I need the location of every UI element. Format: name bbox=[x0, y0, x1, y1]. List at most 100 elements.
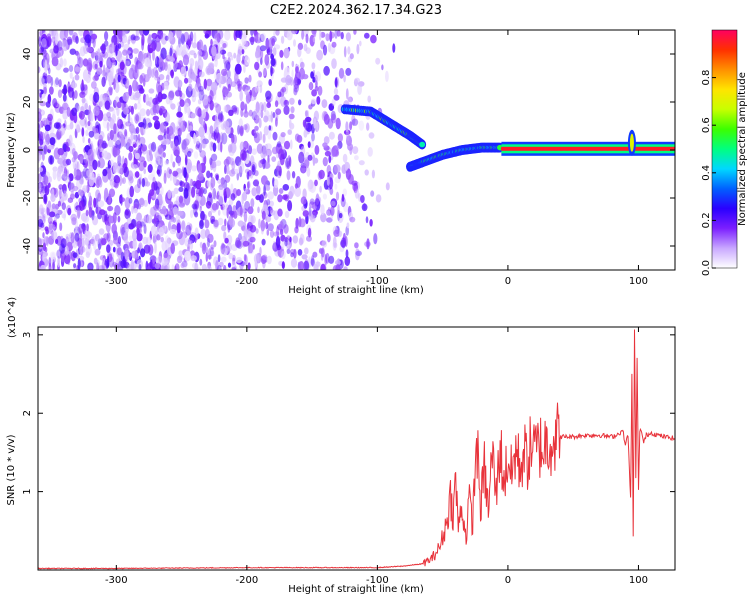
spectrogram-noise-cell bbox=[106, 90, 111, 97]
spectrogram-noise-cell bbox=[283, 105, 290, 115]
spectrogram-noise-cell bbox=[352, 146, 359, 155]
spectrogram-noise-cell bbox=[137, 247, 141, 254]
spectrogram-noise-cell bbox=[277, 194, 283, 203]
steady-line-peak bbox=[540, 147, 544, 151]
spectrogram-noise-cell bbox=[227, 262, 232, 268]
spectrogram-noise-cell bbox=[287, 200, 293, 212]
spectrogram-noise-cell bbox=[152, 262, 156, 268]
spectrogram-noise-cell bbox=[188, 67, 192, 74]
spectrogram-noise-cell bbox=[222, 200, 229, 209]
spectrogram-noise-cell bbox=[85, 245, 92, 256]
spectrogram-noise-cell bbox=[225, 164, 230, 175]
spectrogram-noise-cell bbox=[76, 207, 81, 219]
spectrogram-noise-cell bbox=[317, 85, 323, 96]
spectrogram-noise-cell bbox=[134, 152, 140, 160]
spectrogram-noise-cell bbox=[158, 227, 165, 237]
spectrogram-noise-cell bbox=[226, 188, 232, 196]
spectrogram-noise-cell bbox=[198, 126, 205, 138]
spectrogram-noise-cell bbox=[180, 66, 187, 77]
spectrogram-noise-cell bbox=[156, 169, 161, 175]
spectrogram-noise-cell bbox=[177, 156, 181, 167]
spectrogram-noise-cell bbox=[291, 69, 294, 78]
spectrogram-noise-cell bbox=[146, 215, 153, 224]
spectrogram-noise-cell bbox=[190, 209, 194, 219]
spectrogram-noise-cell bbox=[356, 43, 360, 55]
spectrogram-noise-cell bbox=[167, 238, 173, 245]
spectrogram-noise-cell bbox=[199, 241, 203, 248]
spectrogram-noise-cell bbox=[124, 129, 128, 137]
spectrogram-noise-cell bbox=[243, 64, 246, 73]
spectrogram-noise-cell bbox=[106, 121, 110, 132]
spectrogram-noise-cell bbox=[267, 223, 274, 232]
spectrogram-noise-cell bbox=[200, 210, 205, 221]
spectrogram-noise-cell bbox=[66, 38, 73, 46]
spectrogram-track-upper-core bbox=[419, 141, 426, 148]
spectrogram-noise-cell bbox=[82, 233, 88, 240]
spectrogram-noise-cell bbox=[313, 30, 317, 38]
spectrogram-noise-cell bbox=[321, 247, 325, 258]
spectrogram-noise-cell bbox=[104, 31, 109, 41]
spectrogram-noise-cell bbox=[171, 264, 175, 270]
spectrogram-noise-cell bbox=[110, 71, 113, 82]
spectrogram-noise-cell bbox=[222, 87, 230, 95]
spectrogram-noise-cell bbox=[392, 43, 396, 53]
spectrogram-noise-cell bbox=[106, 244, 111, 254]
spectrogram-noise-cell bbox=[211, 153, 218, 162]
spectrogram-noise-cell bbox=[88, 130, 95, 138]
spectrogram-noise-cell bbox=[42, 152, 45, 161]
spectrogram-noise-cell bbox=[330, 198, 338, 208]
spectrogram-noise-cell bbox=[310, 258, 315, 266]
spectrogram-noise-cell bbox=[77, 189, 83, 196]
spectrogram-noise-cell bbox=[364, 169, 369, 176]
colorbar-tick-label: 0.4 bbox=[701, 165, 712, 181]
spectrogram-noise-cell bbox=[355, 250, 362, 256]
spectrogram-noise-cell bbox=[280, 61, 284, 71]
spectrogram-noise-cell bbox=[322, 156, 328, 167]
spectrogram-noise-cell bbox=[203, 78, 207, 90]
spectrogram-noise-cell bbox=[314, 179, 318, 187]
spectrogram-noise-cell bbox=[179, 99, 185, 107]
spectrogram-noise-cell bbox=[248, 214, 254, 226]
spectrogram-noise-cell bbox=[131, 250, 138, 259]
spectrogram-noise-cell bbox=[157, 145, 163, 155]
spectrogram-noise-cell bbox=[236, 107, 239, 115]
spectrogram-noise-cell bbox=[54, 34, 59, 46]
spike-core bbox=[629, 133, 634, 152]
spectrogram-noise-cell bbox=[142, 30, 150, 36]
spectrogram-noise-cell bbox=[66, 124, 72, 130]
spectrogram-noise-cell bbox=[298, 99, 302, 106]
spectrogram-noise-cell bbox=[49, 155, 53, 165]
spectrogram-noise-cell bbox=[206, 194, 213, 206]
spectrogram-noise-cell bbox=[65, 236, 69, 246]
spectrogram-noise-cell bbox=[127, 136, 131, 147]
spectrogram-noise-cell bbox=[148, 96, 154, 108]
spectrogram-noise-cell bbox=[272, 111, 276, 119]
spectrogram-noise-cell bbox=[123, 166, 129, 178]
spectrogram-noise-cell bbox=[303, 260, 310, 270]
spectrogram-noise-cell bbox=[142, 236, 149, 245]
spectrogram-noise-cell bbox=[253, 90, 257, 100]
spectrogram-noise-cell bbox=[284, 99, 288, 105]
spectrogram-noise-cell bbox=[157, 30, 164, 40]
spectrogram-noise-cell bbox=[82, 185, 88, 192]
spectrogram-noise-cell bbox=[130, 259, 135, 270]
spectrogram-noise-cell bbox=[211, 45, 217, 57]
spectrogram-noise-cell bbox=[338, 212, 343, 219]
spectrogram-noise-cell bbox=[233, 52, 237, 59]
spectrogram-noise-cell bbox=[120, 259, 127, 269]
spectrogram-noise-cell bbox=[256, 143, 264, 154]
spectrogram-noise-cell bbox=[232, 107, 238, 114]
spectrogram-noise-cell bbox=[143, 160, 147, 168]
spectrogram-noise-cell bbox=[293, 83, 300, 93]
spectrogram-noise-cell bbox=[328, 255, 335, 264]
spectrogram-noise-cell bbox=[334, 77, 338, 88]
spectrogram-noise-cell bbox=[117, 116, 121, 126]
spectrogram-noise-cell bbox=[197, 99, 202, 105]
spectrogram-noise-cell bbox=[340, 31, 344, 40]
spectrogram-noise-cell bbox=[251, 148, 257, 155]
spectrogram-noise-cell bbox=[310, 98, 317, 105]
spectrogram-noise-cell bbox=[196, 233, 201, 240]
spectrogram-noise-cell bbox=[115, 139, 121, 150]
steady-line-peak bbox=[654, 147, 659, 151]
spectrogram-noise-cell bbox=[158, 213, 162, 222]
